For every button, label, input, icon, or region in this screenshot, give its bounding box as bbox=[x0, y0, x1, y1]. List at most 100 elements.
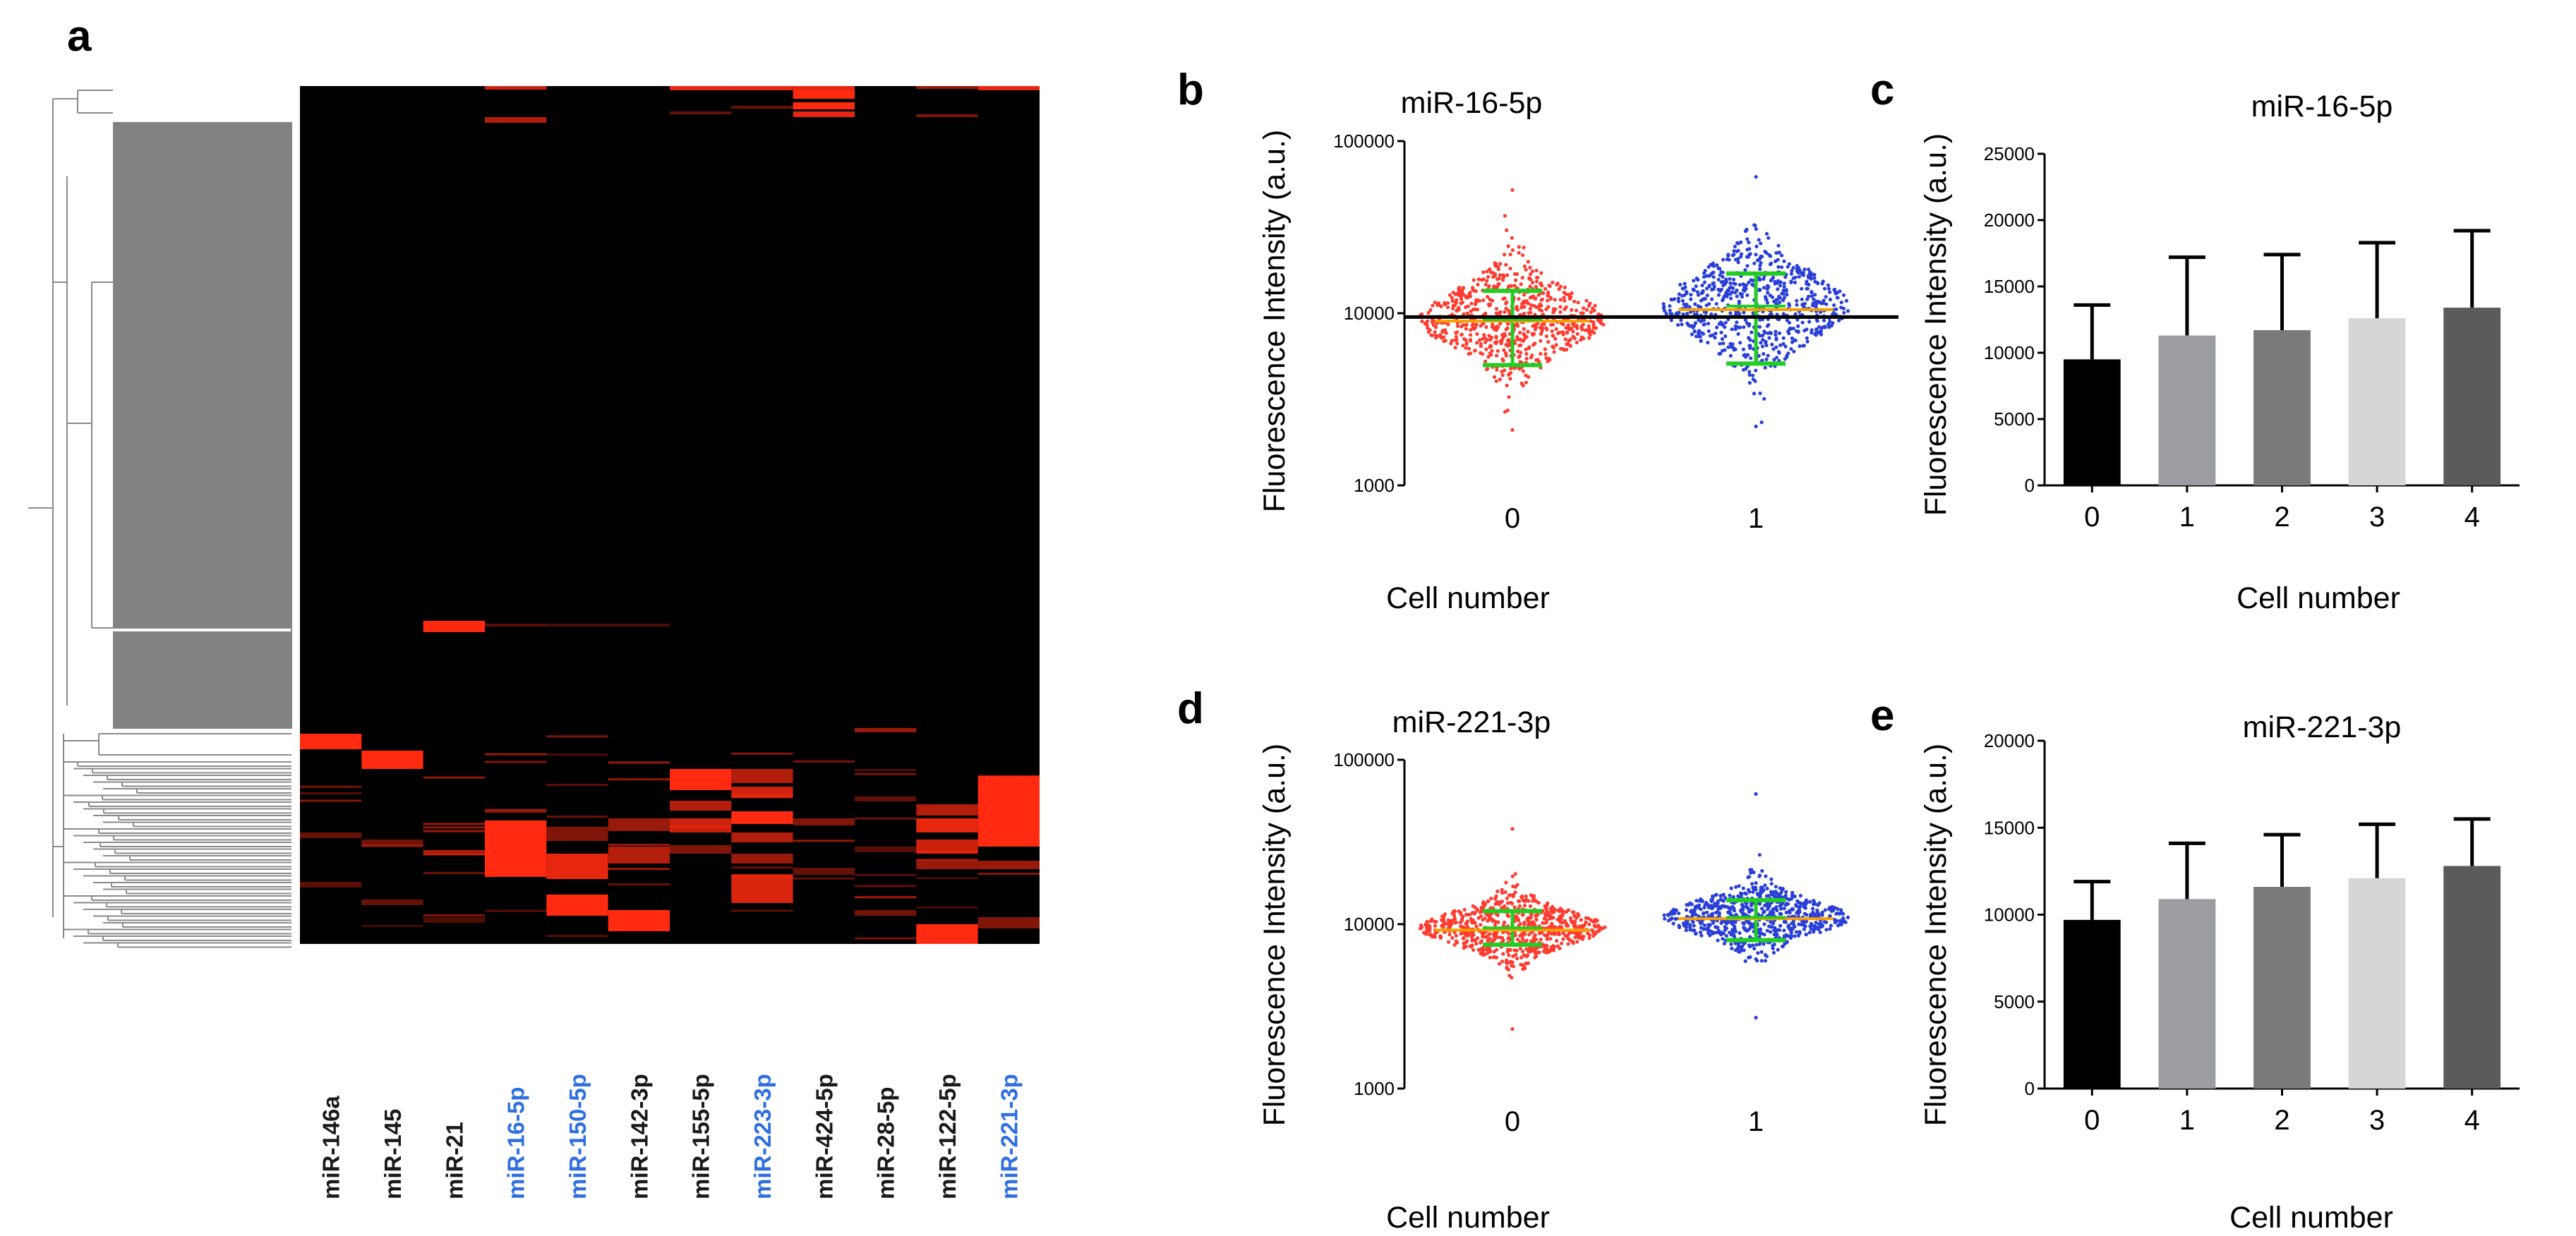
data-point bbox=[1704, 900, 1709, 905]
data-point bbox=[1599, 926, 1603, 931]
data-point bbox=[1500, 939, 1505, 943]
data-point bbox=[1786, 924, 1790, 928]
data-point bbox=[1791, 327, 1795, 331]
data-point bbox=[1579, 325, 1584, 329]
data-point bbox=[1734, 312, 1738, 317]
data-point bbox=[1774, 301, 1778, 305]
data-point bbox=[1683, 285, 1687, 289]
data-point bbox=[1520, 934, 1524, 938]
data-point bbox=[1568, 344, 1572, 348]
data-point bbox=[1805, 913, 1809, 917]
data-point bbox=[1483, 282, 1488, 287]
data-point bbox=[1505, 273, 1510, 277]
cluster-block-top bbox=[113, 122, 291, 629]
data-point bbox=[1567, 938, 1572, 942]
data-point bbox=[1539, 309, 1544, 313]
data-point bbox=[1481, 270, 1486, 274]
data-point bbox=[1822, 298, 1826, 303]
data-point bbox=[1472, 911, 1476, 916]
data-point bbox=[1461, 931, 1465, 935]
heatmap-cell bbox=[855, 847, 917, 852]
data-point bbox=[1529, 303, 1534, 308]
data-point bbox=[1727, 258, 1731, 262]
data-point bbox=[1769, 890, 1773, 894]
heatmap-cell bbox=[608, 847, 670, 864]
data-point bbox=[1828, 320, 1832, 324]
dendrogram-branch bbox=[64, 928, 291, 935]
data-point bbox=[1515, 948, 1519, 953]
y-tick-label: 10000 bbox=[1344, 914, 1395, 935]
data-point bbox=[1762, 942, 1766, 946]
data-point bbox=[1528, 284, 1532, 289]
data-point bbox=[1486, 899, 1491, 904]
data-point bbox=[1517, 250, 1521, 255]
data-point bbox=[1781, 312, 1786, 316]
data-point bbox=[1469, 339, 1473, 343]
data-point bbox=[1439, 304, 1443, 308]
data-point bbox=[1563, 298, 1567, 303]
data-point bbox=[1755, 959, 1759, 963]
bar bbox=[2158, 335, 2216, 485]
data-point bbox=[1774, 885, 1778, 889]
data-point bbox=[1450, 339, 1454, 343]
data-point bbox=[1790, 340, 1794, 344]
data-point bbox=[1502, 906, 1506, 910]
data-point bbox=[1723, 334, 1728, 339]
data-point bbox=[1505, 383, 1509, 388]
y-tick-label: 10000 bbox=[1344, 303, 1395, 324]
data-point bbox=[1491, 906, 1495, 910]
data-point bbox=[1759, 420, 1764, 425]
data-point bbox=[1486, 274, 1491, 279]
data-point bbox=[1818, 329, 1822, 333]
data-point bbox=[1471, 933, 1476, 937]
data-point bbox=[1747, 241, 1751, 245]
data-point bbox=[1520, 276, 1524, 280]
x-tick-label: 4 bbox=[2464, 502, 2480, 533]
data-point bbox=[1555, 282, 1559, 286]
data-point bbox=[1724, 291, 1728, 295]
heatmap-cell bbox=[423, 850, 485, 852]
data-point bbox=[1666, 919, 1671, 923]
data-point bbox=[1789, 934, 1793, 938]
data-point bbox=[1826, 283, 1831, 287]
data-point bbox=[1558, 298, 1563, 302]
data-point bbox=[1479, 344, 1483, 349]
data-point bbox=[1737, 884, 1741, 888]
data-point bbox=[1770, 295, 1775, 299]
data-point bbox=[1763, 903, 1767, 907]
data-point bbox=[1476, 277, 1481, 281]
data-point bbox=[1493, 938, 1497, 942]
data-point bbox=[1560, 921, 1565, 925]
data-point bbox=[1521, 937, 1525, 941]
data-point bbox=[1460, 301, 1464, 305]
data-point bbox=[1664, 312, 1668, 316]
data-point bbox=[1428, 308, 1433, 313]
data-point bbox=[1533, 341, 1537, 346]
data-point bbox=[1785, 318, 1789, 322]
data-point bbox=[1438, 333, 1443, 337]
data-point bbox=[1572, 914, 1577, 918]
data-point bbox=[1711, 275, 1716, 279]
data-point bbox=[1449, 341, 1453, 346]
data-point bbox=[1709, 899, 1714, 903]
data-point bbox=[1464, 294, 1468, 298]
data-point bbox=[1459, 924, 1463, 928]
heatmap-cell bbox=[916, 818, 978, 832]
data-point bbox=[1715, 325, 1719, 329]
data-point bbox=[1468, 291, 1472, 295]
data-point bbox=[1774, 891, 1778, 895]
data-point bbox=[1778, 343, 1783, 347]
data-point bbox=[1814, 299, 1818, 303]
data-point bbox=[1669, 318, 1673, 322]
data-point bbox=[1801, 271, 1805, 275]
data-point bbox=[1783, 357, 1787, 361]
data-point bbox=[1741, 347, 1745, 351]
data-point bbox=[1789, 347, 1793, 351]
data-point bbox=[1522, 327, 1526, 331]
data-point bbox=[1572, 931, 1576, 935]
data-point bbox=[1488, 302, 1493, 306]
data-point bbox=[1763, 883, 1767, 887]
heatmap-cell bbox=[916, 850, 978, 853]
data-point bbox=[1676, 299, 1681, 303]
heatmap-cell bbox=[670, 86, 732, 90]
